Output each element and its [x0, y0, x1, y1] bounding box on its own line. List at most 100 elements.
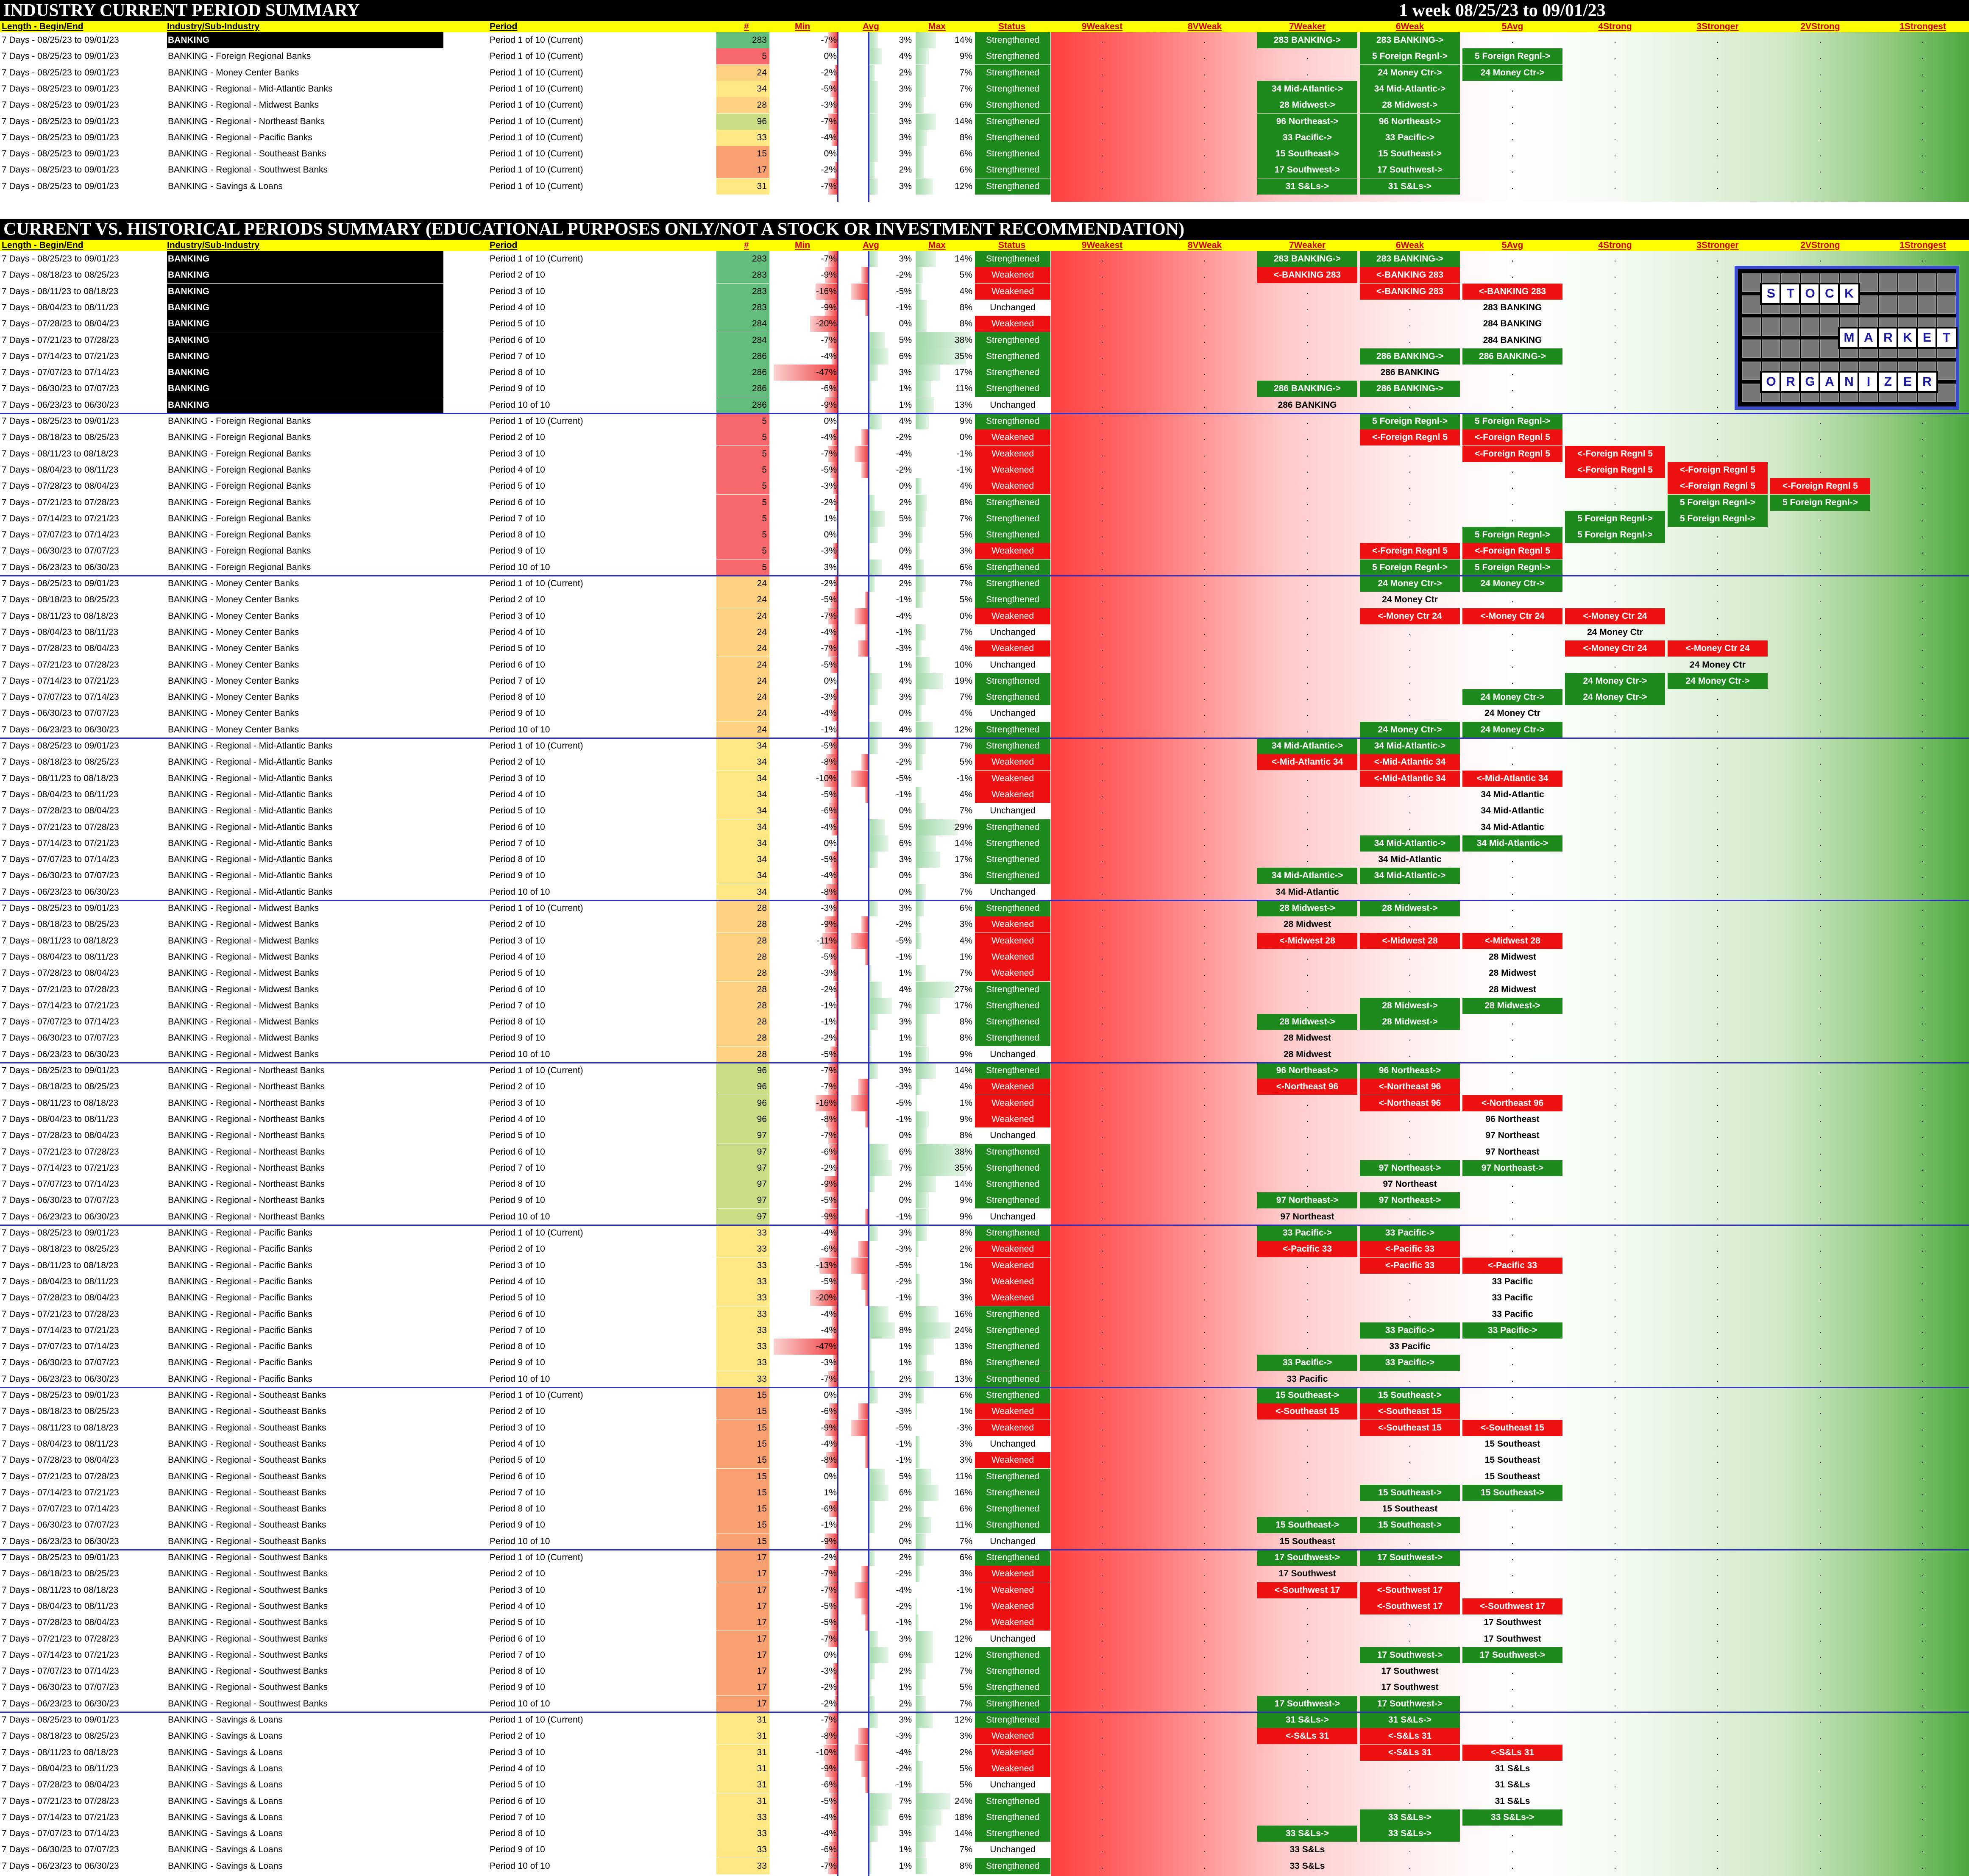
rank-label: 31 S&Ls: [1495, 1780, 1530, 1790]
rank-dot: .: [1306, 968, 1309, 978]
status-cell: Unchanged: [975, 1046, 1050, 1063]
rank-dot: .: [1101, 643, 1103, 654]
logo-grid-cell: [1801, 317, 1819, 336]
min-bar: [830, 1192, 837, 1209]
min-bar: [827, 251, 837, 267]
length-cell: 7 Days - 07/14/23 to 07/21/23: [2, 1325, 119, 1335]
rank-dot: .: [1409, 822, 1411, 832]
status-cell: Unchanged: [975, 803, 1050, 819]
min-bar: [833, 97, 837, 114]
rank-dot: .: [1716, 1471, 1719, 1481]
min-cell: -7%: [821, 1082, 837, 1092]
rank-dot: .: [1716, 1033, 1719, 1043]
rank-dot: .: [1101, 724, 1103, 735]
min-cell: -5%: [821, 1796, 837, 1806]
count-cell: 17: [716, 1550, 769, 1566]
min-cell: -2%: [821, 1163, 837, 1173]
count-cell: 28: [716, 1030, 769, 1047]
status-cell: Strengthened: [975, 1712, 1050, 1728]
rank-label: 28 Midwest: [1283, 1033, 1331, 1043]
historical-row: 7 Days - 07/28/23 to 08/04/23 BANKING - R…: [0, 1290, 1969, 1306]
rank-dot: .: [1716, 132, 1719, 142]
rank-dot: .: [1614, 1325, 1616, 1335]
rank-label: 283 BANKING->: [1257, 251, 1357, 267]
logo-letter-tile: I: [1858, 371, 1880, 393]
rank-label: 33 Pacific->: [1360, 1225, 1460, 1241]
status-cell: Unchanged: [975, 1777, 1050, 1793]
avg-cell: 1%: [899, 1049, 912, 1059]
length-cell: 7 Days - 06/23/23 to 06/30/23: [2, 724, 119, 735]
rank-dot: .: [1819, 432, 1821, 443]
logo-letter-tile: K: [1838, 283, 1860, 305]
historical-summary-title-bar: CURRENT VS. HISTORICAL PERIODS SUMMARY (…: [0, 219, 1969, 240]
rank-dot: .: [1922, 1829, 1924, 1839]
rank-dot: .: [1101, 1763, 1103, 1773]
rank-dot: .: [1716, 1715, 1719, 1725]
period-cell: Period 3 of 10: [490, 1098, 545, 1108]
rank-dot: .: [1922, 1553, 1924, 1562]
avg-bar: [868, 852, 878, 868]
rank-label: 5 Foreign Regnl->: [1668, 510, 1768, 527]
header-status: Status: [998, 22, 1026, 31]
rank-dot: .: [1716, 789, 1719, 799]
max-cell: 5%: [959, 530, 972, 540]
rank-dot: .: [1203, 1439, 1206, 1449]
rank-dot: .: [1306, 319, 1309, 329]
rank-dot: .: [1306, 1650, 1309, 1660]
rank-dot: .: [1203, 984, 1206, 994]
rank-dot: .: [1614, 1812, 1616, 1822]
rank-dot: .: [1819, 806, 1821, 816]
avg-cell: 5%: [899, 335, 912, 345]
logo-grid-cell: [1937, 384, 1956, 402]
rank-dot: .: [1101, 530, 1103, 540]
rank-dot: .: [1306, 1276, 1309, 1286]
avg-cell: -5%: [896, 1098, 912, 1108]
rank-dot: .: [1922, 1617, 1924, 1628]
rank-dot: .: [1819, 1309, 1821, 1319]
length-cell: 7 Days - 07/28/23 to 08/04/23: [2, 319, 119, 329]
avg-cell: 6%: [899, 1650, 912, 1660]
rank-dot: .: [1922, 789, 1924, 799]
length-cell: 7 Days - 08/18/23 to 08/25/23: [2, 1731, 119, 1741]
group-separator: [0, 738, 1969, 739]
rank-dot: .: [1101, 952, 1103, 962]
rank-dot: .: [1716, 968, 1719, 978]
historical-row: 7 Days - 06/30/23 to 07/07/23 BANKING - R…: [0, 1355, 1969, 1371]
min-cell: -1%: [821, 1000, 837, 1010]
rank-dot: .: [1716, 1114, 1719, 1124]
count-cell: 33: [716, 1306, 769, 1322]
avg-cell: 3%: [899, 903, 912, 913]
min-bar: [834, 494, 837, 511]
rank-dot: .: [1716, 724, 1719, 735]
rank-dot: .: [1716, 1698, 1719, 1709]
rank-dot: .: [1511, 643, 1514, 654]
max-bar: [916, 1679, 923, 1696]
min-cell: -5%: [821, 1195, 837, 1205]
rank-label: <-Money Ctr 24: [1360, 608, 1460, 624]
min-bar: [827, 1858, 837, 1874]
rank-dot: .: [1922, 132, 1924, 142]
historical-row: 7 Days - 08/18/23 to 08/25/23 BANKING - R…: [0, 754, 1969, 771]
min-bar: [829, 1403, 837, 1420]
rank-dot: .: [1203, 562, 1206, 572]
rank-dot: .: [1716, 270, 1719, 280]
industry-cell: BANKING - Money Center Banks: [168, 692, 299, 702]
rank-label: 34 Mid-Atlantic->: [1257, 81, 1357, 97]
length-cell: 7 Days - 08/25/23 to 09/01/23: [2, 84, 119, 94]
status-cell: Weakened: [975, 1273, 1050, 1290]
logo-grid-cell: [1937, 362, 1956, 380]
logo-letter-tile: N: [1838, 371, 1860, 393]
period-cell: Period 8 of 10: [490, 1829, 545, 1839]
rank-dot: .: [1819, 984, 1821, 994]
rank-dot: .: [1306, 1260, 1309, 1270]
max-cell: 7%: [959, 1666, 972, 1676]
rank-dot: .: [1922, 1569, 1924, 1579]
count-cell: 34: [716, 803, 769, 819]
period-cell: Period 8 of 10: [490, 367, 545, 378]
header-rank-6: 6Weak: [1395, 240, 1424, 250]
period-cell: Period 7 of 10: [490, 676, 545, 686]
status-cell: Weakened: [975, 429, 1050, 446]
min-cell: -7%: [821, 254, 837, 264]
rank-dot: .: [1203, 1829, 1206, 1839]
rank-label: 24 Money Ctr: [1484, 708, 1540, 718]
